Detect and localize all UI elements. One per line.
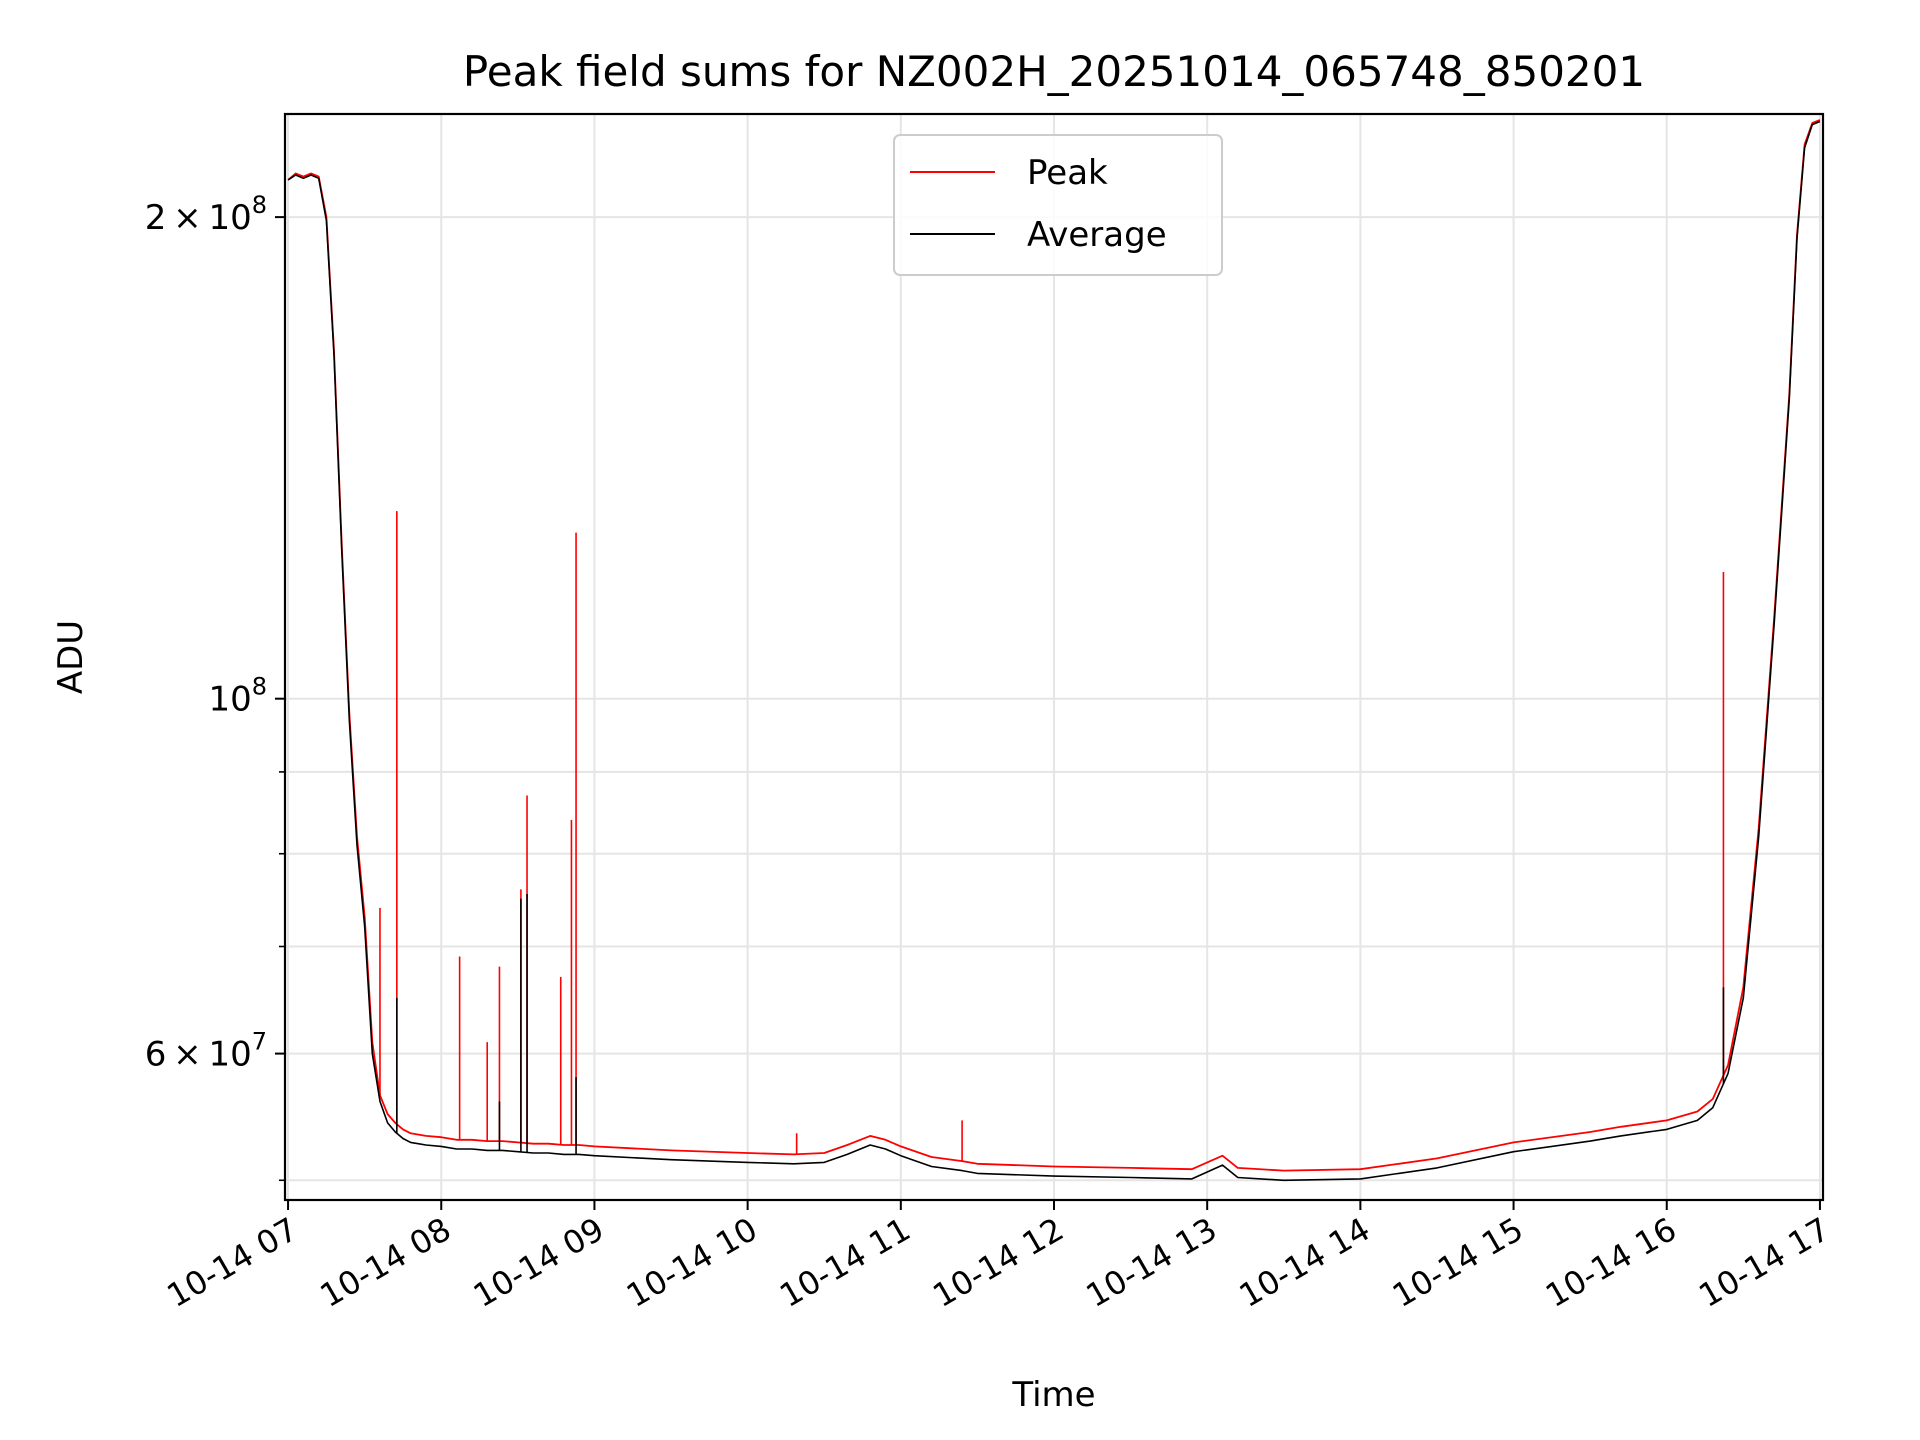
y-tick-label: 6 × 107 [145, 1028, 267, 1075]
series-line-average [287, 120, 1821, 1182]
series-average [287, 120, 1821, 1182]
legend-peak-label: Peak [1027, 153, 1108, 193]
y-axis-ticks: 6 × 107 108 2 × 108 [145, 191, 285, 1182]
grid [285, 114, 1823, 1200]
y-tick-label: 2 × 108 [145, 191, 267, 238]
y-tick-label: 108 [208, 673, 267, 720]
y-axis-label: ADU [51, 620, 91, 694]
legend: Peak Average [893, 134, 1223, 276]
series-layer [287, 119, 1821, 1182]
legend-average-label: Average [1027, 215, 1167, 255]
legend-box [893, 134, 1223, 276]
x-axis-label: Time [1011, 1375, 1095, 1415]
chart-title: Peak field sums for NZ002H_20251014_0657… [463, 47, 1645, 96]
